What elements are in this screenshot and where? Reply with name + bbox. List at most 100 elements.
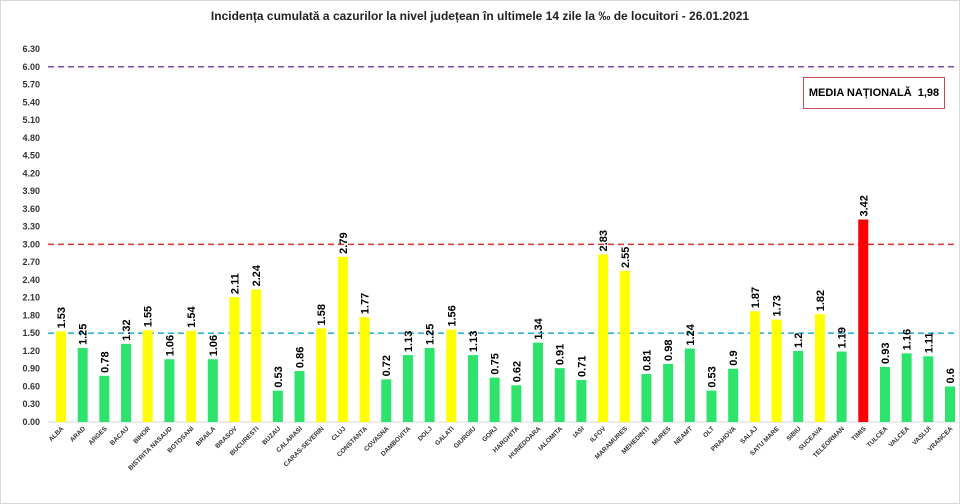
data-label: 0.71 <box>576 356 588 377</box>
y-tick-label: 4.80 <box>22 133 40 143</box>
data-label: 2.55 <box>620 247 632 268</box>
data-label: 0.93 <box>880 343 892 364</box>
bar-dambovita <box>402 355 413 422</box>
bar-gorj <box>489 377 500 422</box>
bar-bistrita-nasaud <box>164 359 175 422</box>
y-tick-label: 3.90 <box>22 186 40 196</box>
bar-bihor <box>142 330 153 422</box>
data-label: 1.56 <box>446 305 458 326</box>
data-label: 1.53 <box>56 307 68 328</box>
bar-valcea <box>901 353 912 422</box>
bar-harghita <box>511 385 522 422</box>
bar-bacau <box>121 343 132 422</box>
y-tick-label: 3.30 <box>22 222 40 232</box>
bar-ilfov <box>598 254 609 422</box>
bar-braila <box>207 359 218 422</box>
bar-hunedoara <box>533 342 544 422</box>
x-tick-label: VALCEA <box>888 425 912 449</box>
x-tick-label: NEAMT <box>673 425 694 446</box>
bar-caras-severin <box>316 328 327 422</box>
x-tick-label: SIBIU <box>785 425 802 442</box>
bar-constanta <box>359 317 370 422</box>
bar-maramures <box>619 271 630 422</box>
bar-satu-mare <box>771 319 782 422</box>
x-tick-label: ILFOV <box>589 425 608 444</box>
data-label: 3.42 <box>858 195 870 216</box>
x-tick-label: MURES <box>651 425 673 447</box>
x-tick-label: DOLJ <box>417 425 434 442</box>
bar-ialomita <box>554 368 565 422</box>
data-label: 0.86 <box>295 347 307 368</box>
chart-title: Incidența cumulată a cazurilor la nivel … <box>210 9 750 23</box>
y-tick-label: 0.30 <box>22 399 40 409</box>
bar-neamt <box>684 348 695 422</box>
data-label: 1.24 <box>685 323 697 345</box>
data-label: 1.25 <box>78 324 90 345</box>
data-label: 1.87 <box>750 287 762 308</box>
data-label: 1.13 <box>403 331 415 352</box>
data-label: 1.06 <box>164 335 176 356</box>
data-label: 0.75 <box>490 353 502 374</box>
y-tick-label: 2.10 <box>22 293 40 303</box>
bar-timis <box>858 219 869 422</box>
x-tick-label: ALBA <box>48 425 66 443</box>
bar-prahova <box>728 368 739 422</box>
data-label: 1.34 <box>533 317 545 339</box>
y-tick-label: 2.70 <box>22 257 40 267</box>
x-tick-label: TULCEA <box>866 425 890 449</box>
y-tick-label: 5.70 <box>22 80 40 90</box>
y-tick-label: 5.40 <box>22 97 40 107</box>
bar-alba <box>56 331 66 422</box>
y-tick-label: 0.00 <box>22 417 40 427</box>
bar-botosani <box>186 330 197 422</box>
bar-sibiu <box>793 350 804 422</box>
data-label: 1.13 <box>468 331 480 352</box>
x-tick-label: BACAU <box>109 425 131 447</box>
bar-cluj <box>337 256 348 422</box>
bar-giurgiu <box>467 355 478 422</box>
bar-arges <box>99 375 110 422</box>
x-tick-label: CLUJ <box>330 425 347 442</box>
y-tick-label: 3.60 <box>22 204 40 214</box>
data-label: 1.06 <box>208 335 220 356</box>
bar-salaj <box>749 311 760 422</box>
data-label: 1.58 <box>316 304 328 325</box>
bar-suceava <box>814 314 825 422</box>
x-tick-label: GIURGIU <box>453 425 478 450</box>
bar-calarasi <box>294 371 305 422</box>
x-tick-label: IASI <box>572 425 586 439</box>
y-tick-label: 2.40 <box>22 275 40 285</box>
y-tick-label: 0.60 <box>22 381 40 391</box>
data-label: 0.9 <box>728 350 740 365</box>
bar-dolj <box>424 347 435 422</box>
x-tick-label: ARAD <box>69 425 87 443</box>
data-label: 1.55 <box>143 306 155 327</box>
data-label: 2.79 <box>338 232 350 253</box>
x-tick-label: BIHOR <box>132 425 152 445</box>
bar-mures <box>663 363 674 422</box>
data-label: 1.2 <box>793 333 805 348</box>
data-label: 0.53 <box>706 366 718 387</box>
y-tick-label: 1.50 <box>22 328 40 338</box>
bar-tulcea <box>879 366 890 422</box>
bar-teleorman <box>836 351 847 422</box>
national-average-label: MEDIA NAȚIONALĂ <box>808 87 912 99</box>
y-tick-label: 4.20 <box>22 168 40 178</box>
bar-olt <box>706 390 717 422</box>
data-label: 0.6 <box>945 368 957 383</box>
bar-arad <box>77 347 88 422</box>
data-label: 1.19 <box>837 327 849 348</box>
data-label: 1.54 <box>186 306 198 328</box>
y-tick-label: 1.80 <box>22 310 40 320</box>
x-tick-label: VASLUI <box>911 425 933 447</box>
data-label: 1.73 <box>772 295 784 316</box>
y-tick-label: 6.30 <box>22 44 40 54</box>
data-label: 1.25 <box>425 324 437 345</box>
bar-covasna <box>381 379 392 422</box>
data-label: 0.78 <box>99 351 111 372</box>
x-tick-label: IALOMITA <box>537 425 564 452</box>
data-label: 0.53 <box>273 366 285 387</box>
data-label: 2.11 <box>229 273 241 294</box>
bar-brasov <box>229 297 240 422</box>
